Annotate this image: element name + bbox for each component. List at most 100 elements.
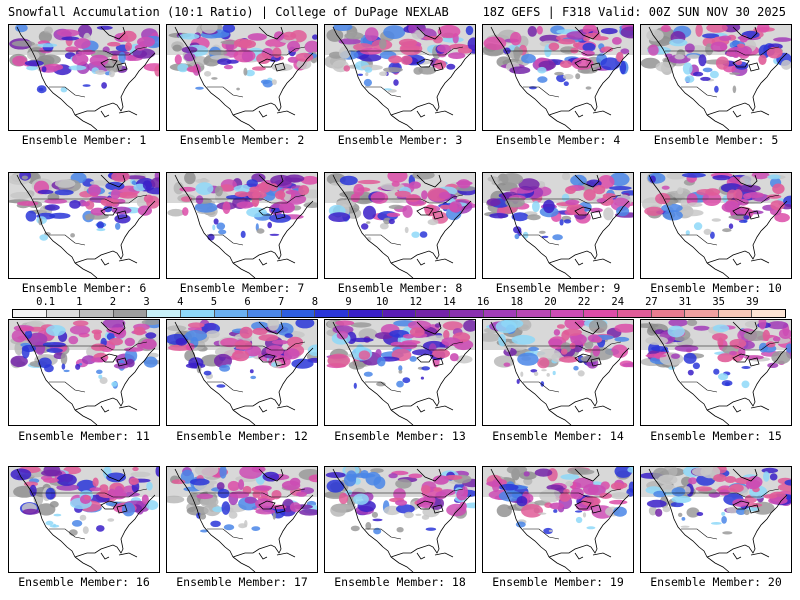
snowfall-map [641,467,791,572]
ensemble-member-label: Ensemble Member: 2 [179,133,305,147]
colorbar-tick-label: 16 [476,296,490,308]
colorbar-tick-label: 18 [510,296,524,308]
ensemble-panel [8,172,160,279]
snowfall-map [9,320,159,425]
colorbar-bin [651,310,686,317]
ensemble-member-label: Ensemble Member: 17 [176,575,308,589]
colorbar-tick-label: 14 [443,296,456,308]
ensemble-member-label: Ensemble Member: 16 [18,575,150,589]
colorbar-bin [315,310,350,317]
colorbar-tick-label: 27 [645,296,658,308]
colorbar-bin [147,310,182,317]
snowfall-map [325,467,475,572]
colorbar-tick-label: 22 [577,296,591,308]
ensemble-panel [8,466,160,573]
ensemble-panel [324,466,476,573]
colorbar-tick-label: 7 [278,296,285,308]
ensemble-member-label: Ensemble Member: 6 [21,281,147,295]
colorbar-tick-label: 10 [375,296,389,308]
ensemble-member-label: Ensemble Member: 8 [337,281,463,295]
colorbar-tick-label: 24 [611,296,625,308]
colorbar-bin [617,310,652,317]
colorbar-bin [483,310,518,317]
colorbar-tick-label: 31 [678,296,692,308]
ensemble-member-label: Ensemble Member: 15 [650,429,782,443]
ensemble-panel [324,172,476,279]
colorbar-tick-label: 2 [109,296,117,308]
snowfall-map [641,173,791,278]
snowfall-map [9,25,159,130]
colorbar-tick-label: 4 [177,296,184,308]
ensemble-member-label: Ensemble Member: 13 [334,429,466,443]
ensemble-panel [8,24,160,131]
colorbar-bin [80,310,114,317]
snowfall-map [167,173,317,278]
ensemble-member-label: Ensemble Member: 5 [653,133,779,147]
ensemble-panel [8,319,160,426]
snowfall-map [483,467,633,572]
snowfall-map [641,320,791,425]
colorbar-tick-label: 12 [409,296,423,308]
colorbar-bin [416,310,450,317]
snowfall-map [483,173,633,278]
colorbar-bin [13,310,47,317]
ensemble-panel [640,172,792,279]
colorbar-bin [281,310,316,317]
ensemble-member-label: Ensemble Member: 20 [650,575,782,589]
colorbar-bin [718,310,753,317]
colorbar-tick-label: 6 [244,296,251,308]
colorbar-bin [382,310,417,317]
ensemble-panel [482,24,634,131]
colorbar-tick-label: 39 [746,296,759,308]
snowfall-map [483,25,633,130]
ensemble-panel [482,466,634,573]
colorbar-bin [248,310,282,317]
ensemble-member-label: Ensemble Member: 12 [176,429,308,443]
ensemble-member-label: Ensemble Member: 18 [334,575,466,589]
ensemble-panel [640,24,792,131]
ensemble-member-label: Ensemble Member: 7 [179,281,305,295]
ensemble-panel [482,319,634,426]
snowfall-map [641,25,791,130]
snowfall-colorbar [12,309,786,318]
ensemble-panel [640,466,792,573]
colorbar-tick-label: 20 [544,296,557,308]
colorbar-tick-label: 1 [76,296,83,308]
snowfall-map [167,320,317,425]
colorbar-tick-label: 35 [712,296,726,308]
colorbar-bin [752,310,786,317]
ensemble-member-label: Ensemble Member: 11 [18,429,150,443]
snowfall-map [325,320,475,425]
ensemble-panel [166,172,318,279]
ensemble-panel [324,24,476,131]
colorbar-tick-label: 3 [143,296,150,308]
colorbar-bin [214,310,249,317]
ensemble-member-label: Ensemble Member: 1 [21,133,147,147]
ensemble-panel [324,319,476,426]
ensemble-panel [166,24,318,131]
colorbar-tick-label: 8 [311,296,319,308]
model-valid-time: 18Z GEFS | F318 Valid: 00Z SUN NOV 30 20… [482,5,786,19]
ensemble-member-label: Ensemble Member: 4 [495,133,621,147]
ensemble-member-label: Ensemble Member: 19 [492,575,624,589]
colorbar-tick-label: 0.1 [36,296,56,308]
colorbar-bin [349,310,383,317]
snowfall-map [9,467,159,572]
colorbar-tick-label: 5 [210,296,218,308]
colorbar-bin [449,310,484,317]
ensemble-member-label: Ensemble Member: 14 [492,429,624,443]
snowfall-map [167,467,317,572]
colorbar-bin [181,310,215,317]
ensemble-panel [640,319,792,426]
snowfall-map [325,25,475,130]
snowfall-map [9,173,159,278]
ensemble-member-label: Ensemble Member: 9 [495,281,621,295]
ensemble-member-label: Ensemble Member: 3 [337,133,463,147]
snowfall-map [167,25,317,130]
colorbar-bin [550,310,585,317]
snowfall-map [325,173,475,278]
map-title: Snowfall Accumulation (10:1 Ratio) | Col… [8,5,449,19]
colorbar-bin [584,310,618,317]
ensemble-panel [482,172,634,279]
snowfall-map [483,320,633,425]
